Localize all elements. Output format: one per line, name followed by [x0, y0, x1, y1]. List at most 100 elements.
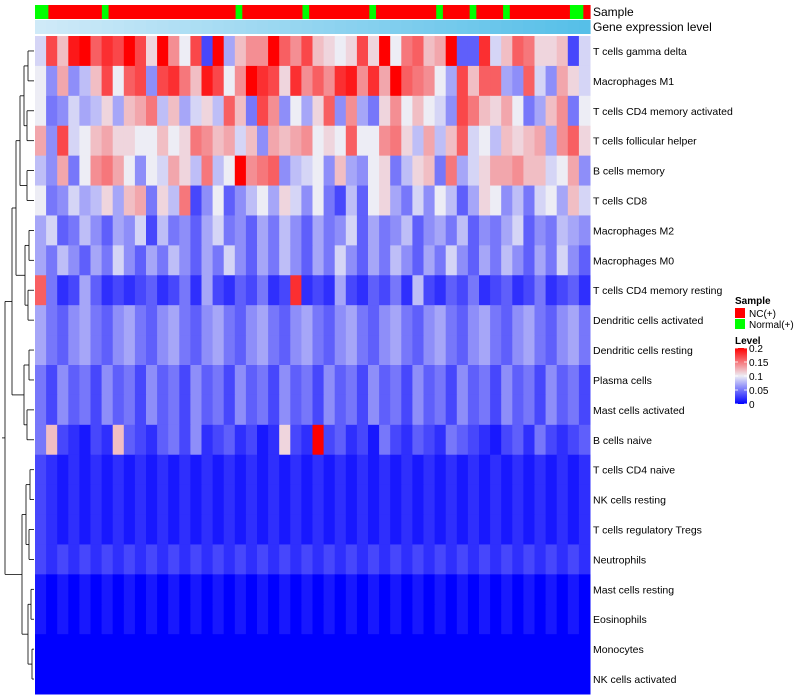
heatmap-cell — [79, 484, 91, 516]
heatmap-cell — [390, 394, 402, 426]
heatmap-cell — [157, 634, 169, 665]
heatmap-cell — [567, 65, 580, 97]
sample-annotation-cell — [215, 5, 223, 19]
heatmap-cell — [168, 365, 180, 396]
heatmap-cell — [179, 125, 191, 157]
heatmap-cell — [445, 454, 458, 486]
heatmap-cell — [123, 36, 136, 67]
heatmap-cell — [401, 424, 413, 456]
heatmap-cell — [467, 36, 480, 67]
heatmap-cell — [490, 125, 502, 157]
heatmap-cell — [223, 95, 236, 127]
heatmap-cell — [257, 215, 269, 246]
heatmap-cell — [467, 514, 480, 545]
heatmap-cell — [268, 155, 280, 187]
heatmap-cell — [146, 245, 158, 276]
heatmap-cell — [157, 125, 169, 157]
heatmap-cell — [379, 305, 391, 336]
heatmap-cell — [257, 424, 269, 456]
heatmap-cell — [101, 604, 114, 635]
heatmap-cell — [245, 155, 258, 187]
heatmap-cell — [157, 185, 169, 216]
heatmap-cell — [456, 245, 469, 276]
heatmap-cell — [356, 394, 369, 426]
heatmap-cell — [46, 215, 58, 246]
sample-annotation-cell — [329, 5, 337, 19]
heatmap-cell — [57, 574, 69, 605]
sample-annotation-cell — [563, 5, 571, 19]
heatmap-cell — [212, 424, 225, 456]
heatmap-cell — [545, 185, 558, 216]
heatmap-cell — [190, 36, 202, 67]
heatmap-cell — [101, 514, 114, 545]
heatmap-cell — [512, 305, 524, 336]
heatmap-cell — [556, 484, 569, 516]
heatmap-cell — [523, 484, 535, 516]
heatmap-cell — [168, 574, 180, 605]
heatmap-cell — [79, 544, 91, 575]
heatmap-cell — [57, 275, 69, 306]
heatmap-cell — [101, 544, 114, 575]
row-label: B cells memory — [593, 166, 666, 178]
expression-annotation-cell — [312, 20, 325, 34]
heatmap-cell — [534, 514, 547, 545]
heatmap-cell — [401, 514, 413, 545]
heatmap-cell — [456, 155, 469, 187]
heatmap-cell — [534, 604, 547, 635]
heatmap-cell — [545, 544, 558, 575]
heatmap-cell — [368, 65, 380, 97]
heatmap-cell — [268, 544, 280, 575]
heatmap-cell — [101, 394, 114, 426]
heatmap-cell — [423, 125, 436, 157]
sample-annotation-cell — [121, 5, 130, 19]
heatmap-cell — [234, 215, 247, 246]
heatmap-cell — [534, 424, 547, 456]
heatmap-cell — [157, 275, 169, 306]
heatmap-cell — [345, 275, 358, 306]
heatmap-cell — [223, 275, 236, 306]
heatmap-cell — [434, 36, 447, 67]
heatmap-cell — [445, 245, 458, 276]
heatmap-cell — [279, 215, 291, 246]
heatmap-cell — [223, 574, 236, 605]
heatmap-cell — [301, 454, 313, 486]
heatmap-cell — [445, 394, 458, 426]
heatmap-cell — [356, 305, 369, 336]
heatmap-cell — [201, 125, 214, 157]
heatmap-cell — [35, 275, 47, 306]
sample-annotation-cell — [436, 5, 444, 19]
heatmap-cell — [534, 125, 547, 157]
heatmap-cell — [345, 574, 358, 605]
heatmap-cell — [212, 574, 225, 605]
heatmap-cell — [379, 245, 391, 276]
heatmap-cell — [157, 604, 169, 635]
heatmap-cell — [512, 245, 524, 276]
sample-annotation-cell — [483, 5, 491, 19]
heatmap-cell — [379, 125, 391, 157]
heatmap-cell — [90, 65, 103, 97]
heatmap-cell — [345, 634, 358, 665]
heatmap-cell — [201, 544, 214, 575]
heatmap-cell — [223, 394, 236, 426]
heatmap-cell — [223, 514, 236, 545]
heatmap-cell — [445, 664, 458, 695]
sample-annotation-cell — [262, 5, 270, 19]
heatmap-cell — [245, 305, 258, 336]
heatmap-cell — [312, 365, 325, 396]
heatmap-cell — [68, 394, 80, 426]
heatmap-cell — [212, 604, 225, 635]
heatmap-cell — [101, 424, 114, 456]
heatmap-cell — [512, 544, 524, 575]
expression-annotation-cell — [556, 20, 569, 34]
heatmap-cell — [501, 484, 513, 516]
heatmap-cell — [257, 245, 269, 276]
heatmap-cell — [146, 454, 158, 486]
heatmap-cell — [390, 275, 402, 306]
heatmap-cell — [323, 185, 336, 216]
heatmap-cell — [301, 305, 313, 336]
heatmap-cell — [190, 394, 202, 426]
heatmap-cell — [212, 634, 225, 665]
heatmap-cell — [279, 664, 291, 695]
heatmap-cell — [35, 335, 47, 366]
heatmap-cell — [556, 245, 569, 276]
